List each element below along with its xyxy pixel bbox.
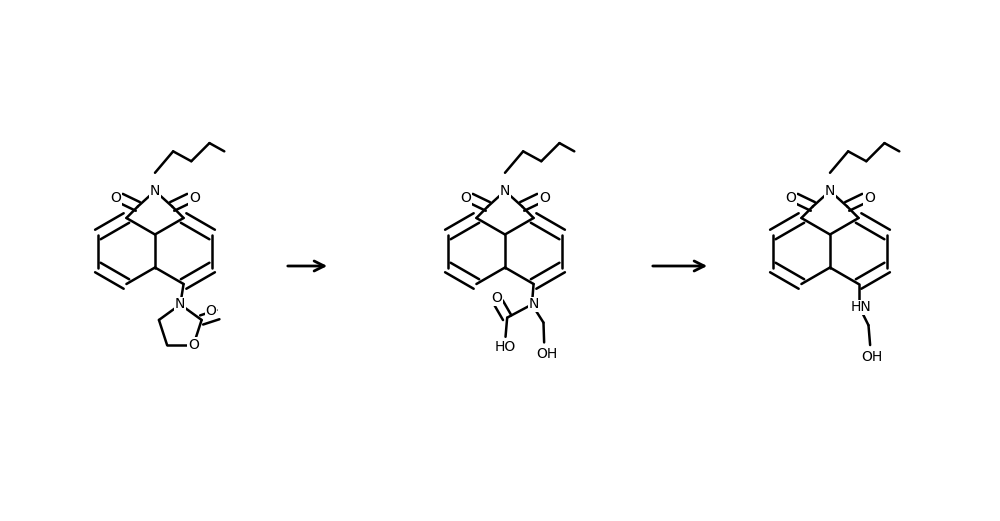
- Text: O: O: [460, 191, 471, 205]
- Text: OH: OH: [862, 350, 883, 364]
- Text: O: O: [206, 304, 216, 318]
- Text: O: O: [539, 191, 550, 205]
- Text: O: O: [189, 191, 200, 205]
- Text: HO: HO: [495, 340, 516, 354]
- Text: O: O: [491, 291, 502, 305]
- Text: N: N: [825, 184, 835, 198]
- Text: N: N: [529, 297, 539, 312]
- Text: O: O: [785, 191, 796, 205]
- Text: N: N: [150, 184, 160, 198]
- Text: N: N: [175, 297, 185, 312]
- Text: O: O: [188, 338, 199, 352]
- Text: O: O: [110, 191, 121, 205]
- Text: HN: HN: [850, 301, 871, 315]
- Text: OH: OH: [537, 348, 558, 362]
- Text: N: N: [500, 184, 510, 198]
- Text: O: O: [864, 191, 875, 205]
